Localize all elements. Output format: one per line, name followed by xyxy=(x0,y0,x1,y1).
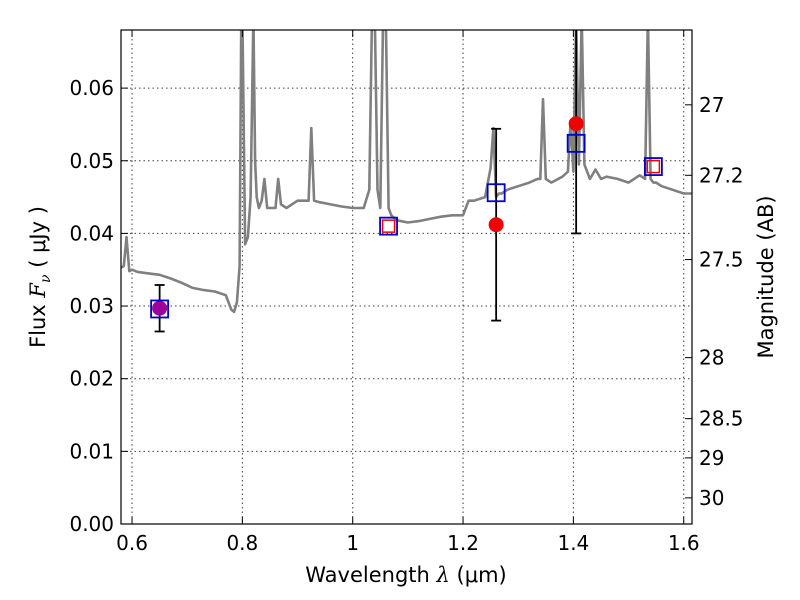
y2-tick-label: 30 xyxy=(699,486,724,510)
x-tick-label: 0.8 xyxy=(226,531,258,555)
x-tick-label: 1.4 xyxy=(557,531,589,555)
y-tick-label: 0.06 xyxy=(69,76,114,100)
x-tick-label: 1.2 xyxy=(447,531,479,555)
observed-small-marker xyxy=(646,159,661,174)
plot-frame xyxy=(120,29,693,525)
y-tick-label: 0.03 xyxy=(69,294,114,318)
model-photometry-box xyxy=(566,133,586,153)
model-photometry-box xyxy=(379,216,398,236)
y2-axis-title: Magnitude (AB) xyxy=(754,195,778,358)
y-tick-label: 0.05 xyxy=(69,149,114,173)
observed-point xyxy=(488,217,504,233)
model-photometry-box xyxy=(150,299,170,319)
x-axis-title: Wavelength λ (μm) xyxy=(305,563,506,587)
x-tick-label: 0.6 xyxy=(116,531,148,555)
observed-small-marker xyxy=(381,219,396,233)
y-tick-label: 0.04 xyxy=(69,221,114,245)
model-spectrum-line xyxy=(121,30,692,314)
axes: 0.6 0.8 1 1.2 1.4 1.6 0.00 0.01 0.02 0.03 0.04 0.05… xyxy=(69,30,744,555)
model-photometry-box xyxy=(486,183,506,203)
y2-tick-label: 28 xyxy=(699,346,724,370)
y-axis-title: Flux Fν ( μJy ) xyxy=(26,206,54,348)
y-tick-label: 0.02 xyxy=(69,367,114,391)
x-tick-label: 1 xyxy=(346,531,359,555)
y2-tick-label: 27.5 xyxy=(699,248,744,272)
grid xyxy=(121,30,692,525)
y-tick-label: 0.00 xyxy=(69,512,114,536)
observed-point xyxy=(152,300,168,316)
y2-tick-label: 29 xyxy=(699,446,724,470)
observed-point xyxy=(568,116,584,132)
model-photometry-box xyxy=(643,157,663,176)
x-tick-label: 1.6 xyxy=(668,531,700,555)
plot-area xyxy=(121,30,692,333)
y2-tick-label: 27 xyxy=(699,93,724,117)
y2-tick-label: 27.2 xyxy=(699,163,744,187)
y-tick-label: 0.01 xyxy=(69,439,114,463)
y2-tick-label: 28.5 xyxy=(699,407,744,431)
